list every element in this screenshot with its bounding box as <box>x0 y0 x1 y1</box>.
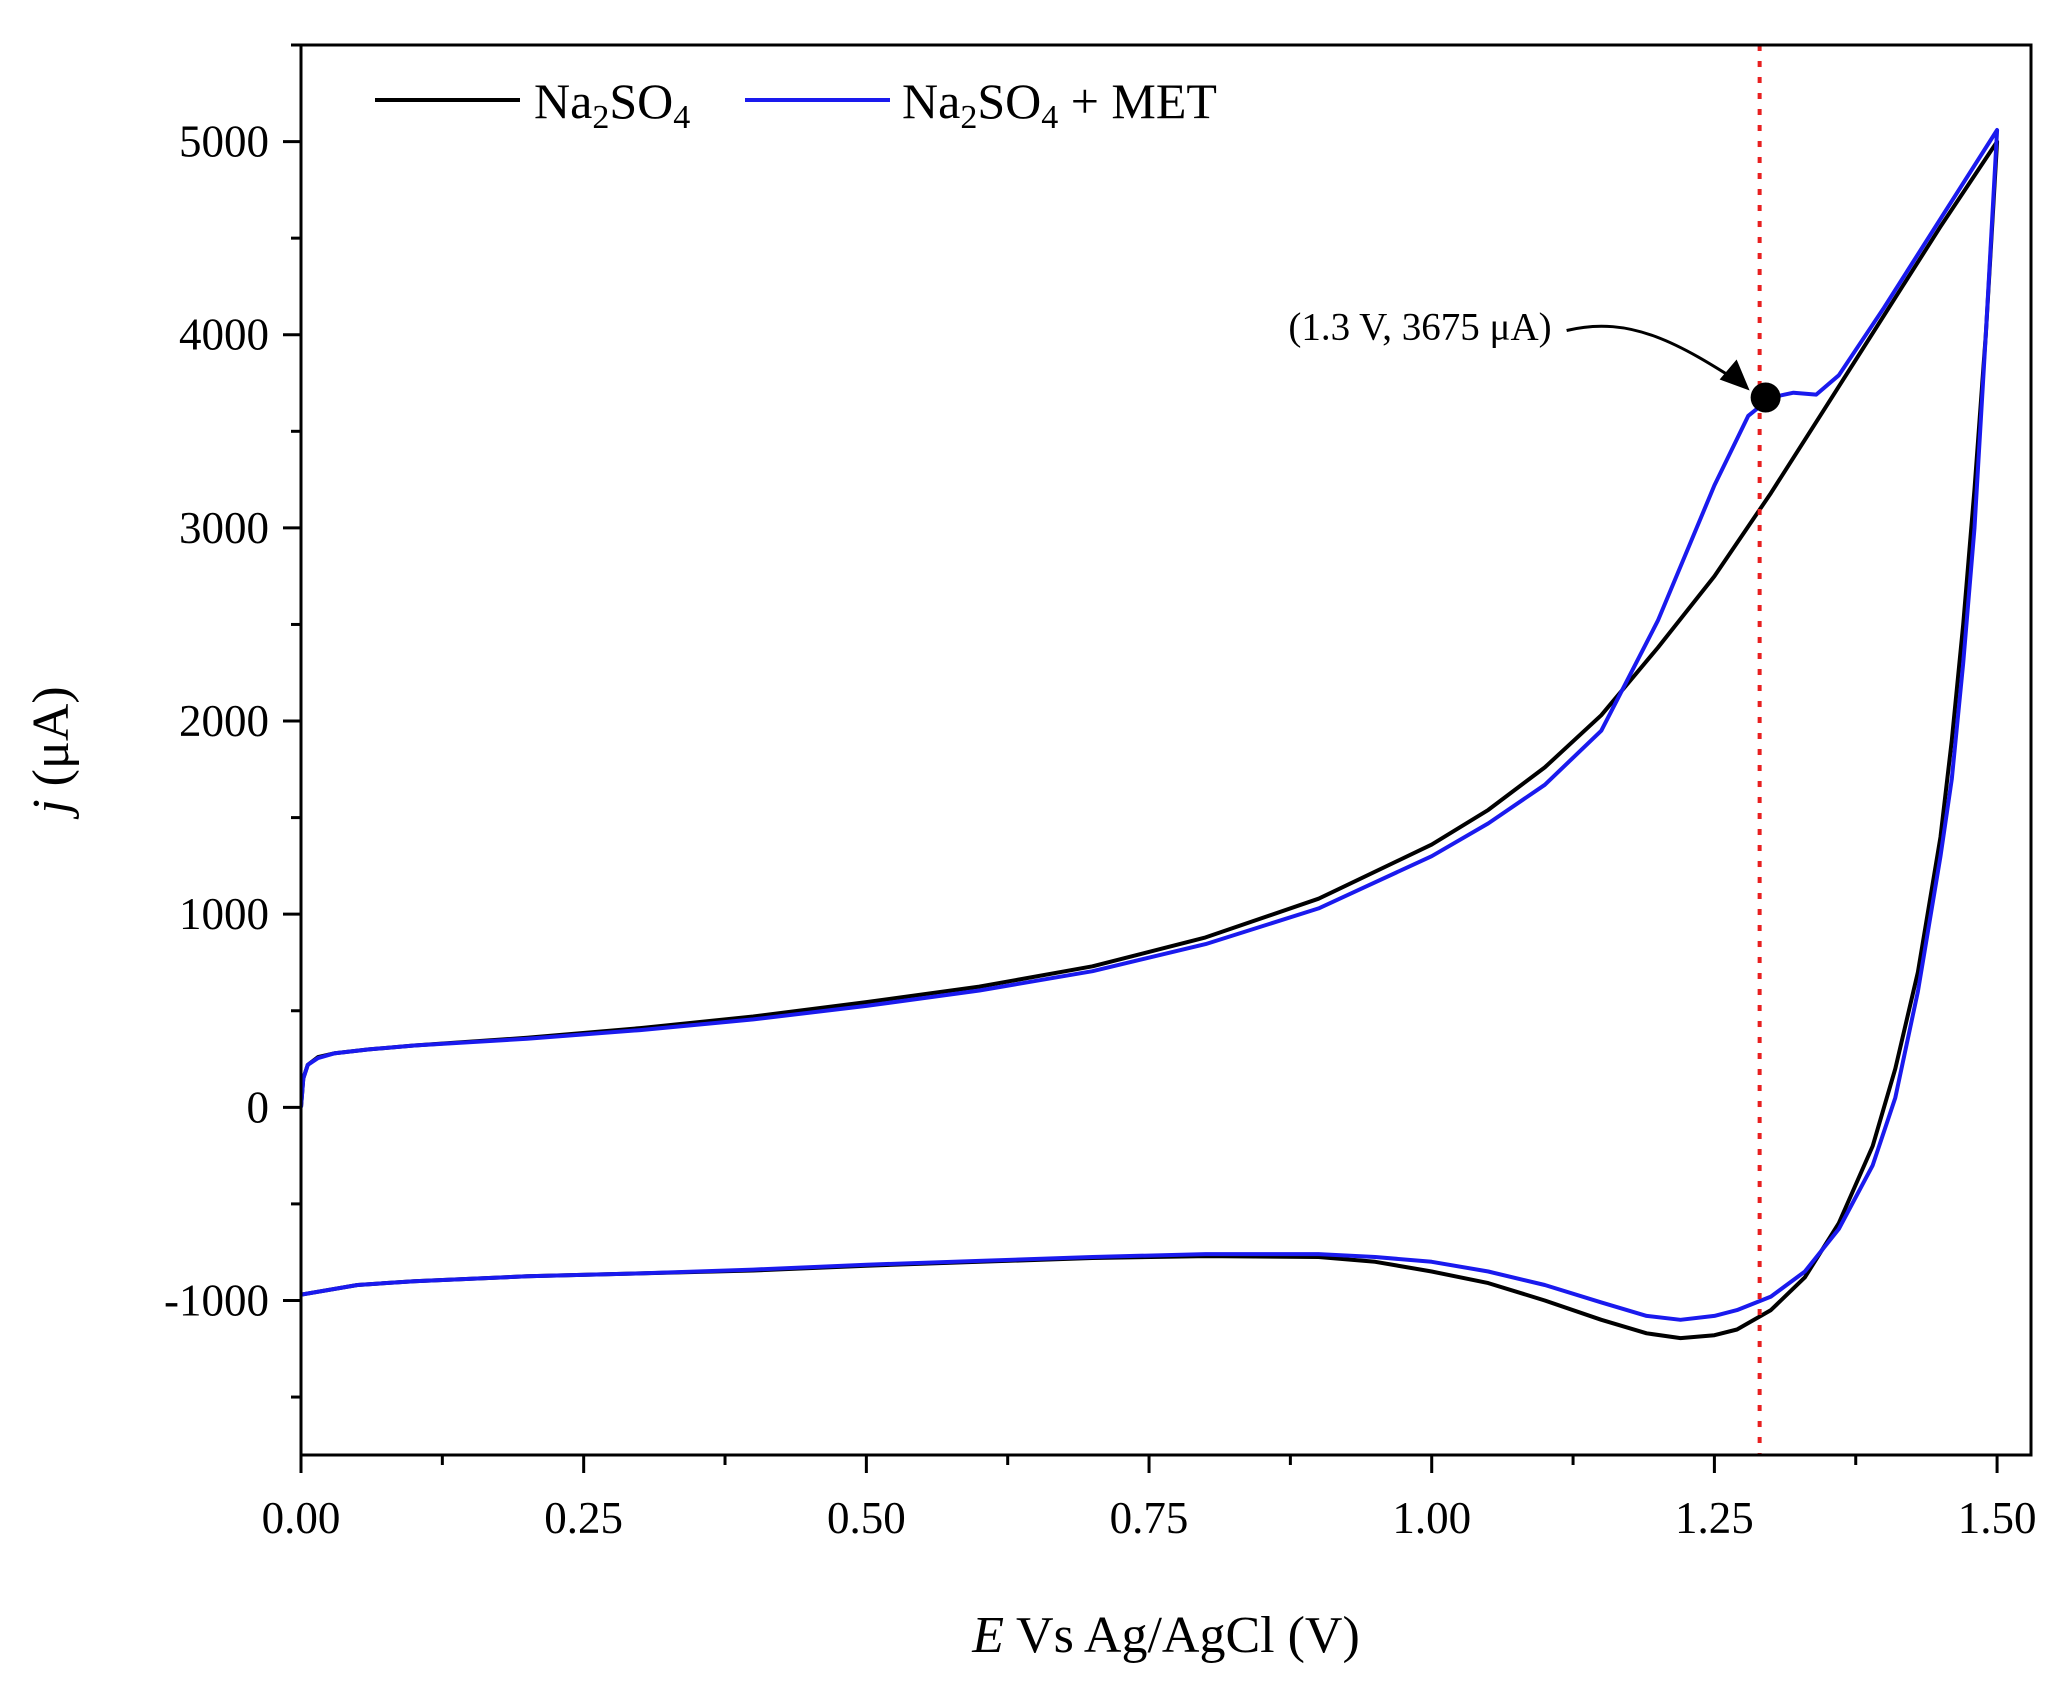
axes-layer <box>299 43 2033 1457</box>
legend-label-met-suffix: + MET <box>1058 73 1217 129</box>
y-axis-title-rest: (μA) <box>23 686 80 799</box>
y-axis-title: j (μA) <box>23 686 80 820</box>
y-axis-title-symbol: j <box>23 799 80 819</box>
series-line-na2so4-met <box>301 128 2000 1322</box>
plot-frame <box>299 43 2033 1457</box>
legend-label-na2so4-sub2: 4 <box>673 99 690 136</box>
x-axis-title: E Vs Ag/AgCl (V) <box>971 1607 1360 1664</box>
legend-label-na2so4-met: Na2SO4 + MET <box>902 73 1217 136</box>
x-tick-label: 0.00 <box>262 1493 341 1543</box>
annotation-label: (1.3 V, 3675 μA) <box>1288 306 1551 349</box>
y-tick-label: 1000 <box>179 889 269 939</box>
y-tick-label: -1000 <box>164 1275 269 1325</box>
legend-label-met-base: Na <box>902 73 960 129</box>
x-tick-label: 1.25 <box>1675 1493 1754 1543</box>
y-tick-label: 2000 <box>179 696 269 746</box>
legend: Na2SO4 Na2SO4 + MET <box>375 73 1217 136</box>
x-tick-label: 1.00 <box>1392 1493 1471 1543</box>
y-tick-label: 5000 <box>179 117 269 167</box>
x-tick-label: 0.50 <box>827 1493 906 1543</box>
x-tick-label: 1.50 <box>1958 1493 2037 1543</box>
annotation-marker <box>1750 382 1781 413</box>
x-axis-title-symbol: E <box>971 1607 1004 1664</box>
legend-label-na2so4-sub1: 2 <box>592 99 609 136</box>
annotation-arrow <box>1566 324 1743 385</box>
legend-label-met-sub2: 4 <box>1041 99 1058 136</box>
ticks-layer: 0.00 0.25 0.50 0.75 1.00 1.25 1.50 -1000 0 1000 20… <box>164 43 2037 1543</box>
annotation-arrowhead <box>1719 359 1750 391</box>
legend-label-na2so4: Na2SO4 <box>534 73 690 136</box>
x-tick-label: 0.75 <box>1110 1493 1189 1543</box>
x-tick-label: 0.25 <box>544 1493 623 1543</box>
y-tick-label: 0 <box>247 1082 270 1132</box>
legend-label-met-sub1: 2 <box>960 99 977 136</box>
legend-label-na2so4-base: Na <box>534 73 592 129</box>
y-tick-label: 3000 <box>179 503 269 553</box>
series-layer <box>301 128 2000 1341</box>
annotation-layer: (1.3 V, 3675 μA) <box>1288 306 1781 413</box>
series-line-na2so4 <box>301 139 2000 1341</box>
legend-label-na2so4-mid: SO <box>609 73 673 129</box>
y-tick-label: 4000 <box>179 310 269 360</box>
x-axis-title-rest: Vs Ag/AgCl (V) <box>1004 1607 1360 1664</box>
legend-label-met-mid: SO <box>977 73 1041 129</box>
